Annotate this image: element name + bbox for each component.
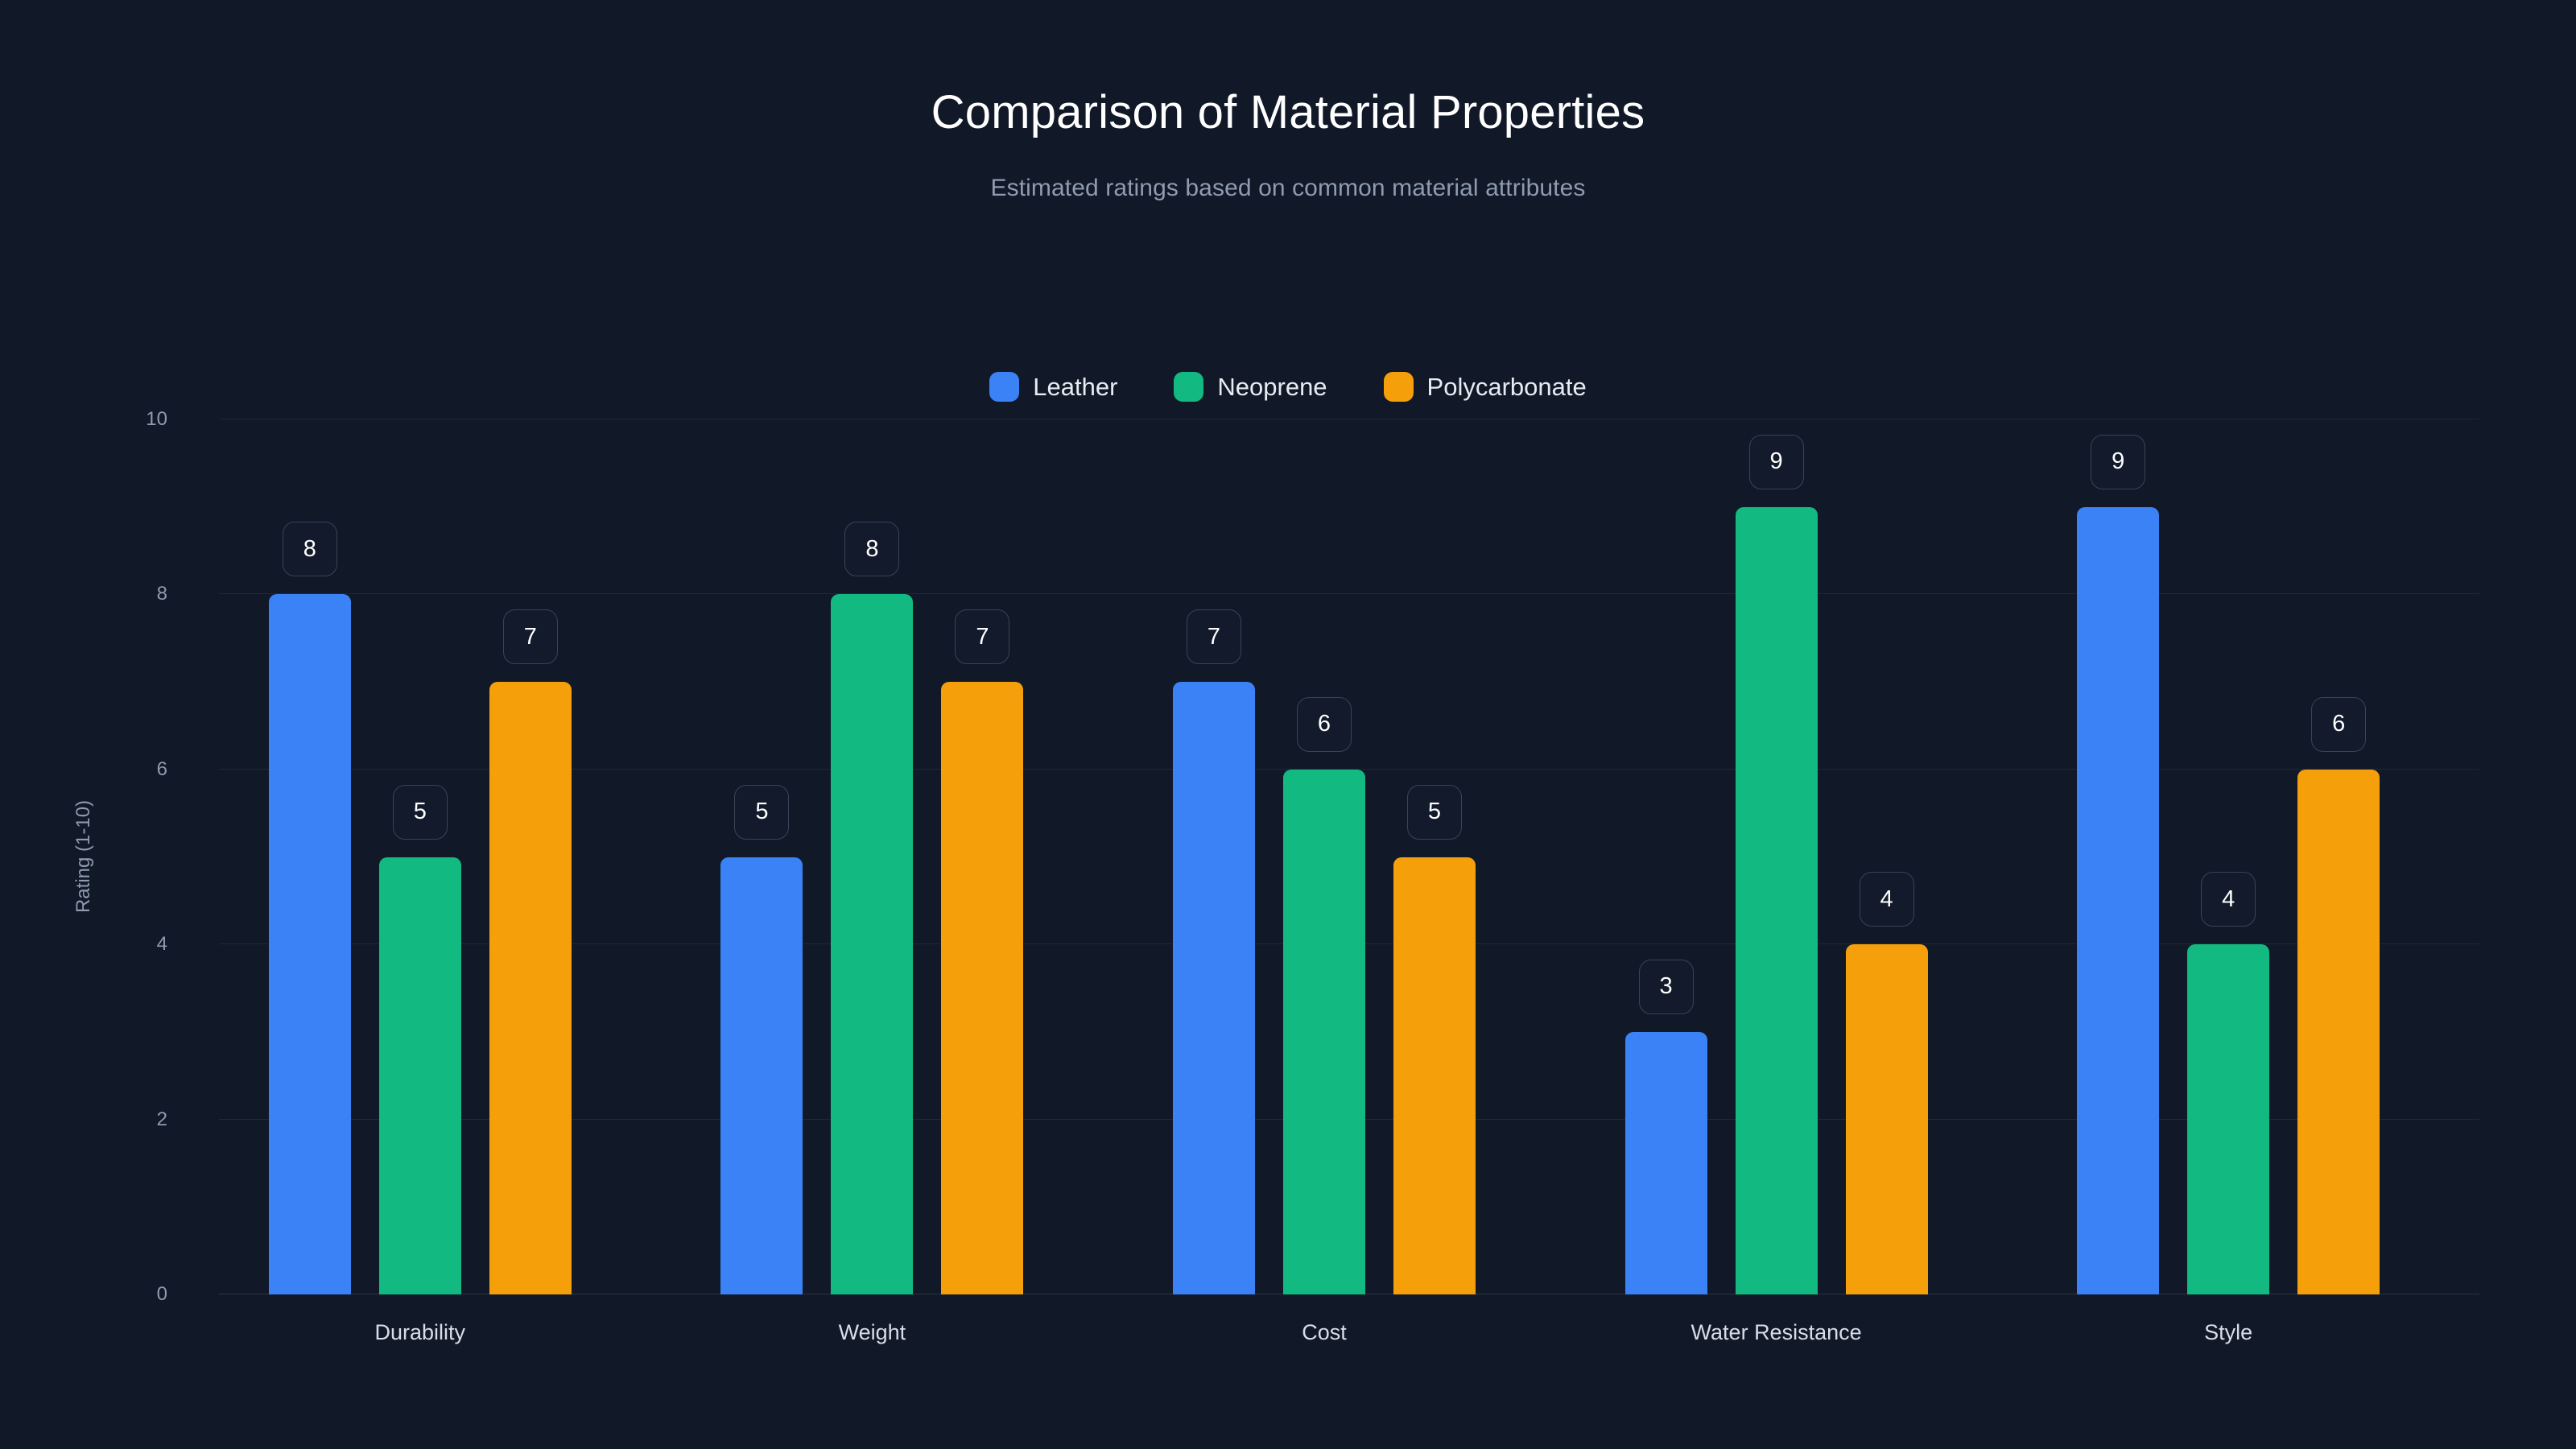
value-badge-leather-style: 9 [2091,434,2146,489]
x-label-style: Style [2204,1320,2253,1344]
chart-legend: Leather Neoprene Polycarbonate [0,372,2576,402]
bar-neoprene-water-resistance[interactable] [1735,506,1818,1294]
bar-leather-water-resistance[interactable] [1624,1031,1707,1294]
legend-swatch-leather-icon [989,372,1020,402]
chart-header: Comparison of Material Properties Estima… [0,0,2576,202]
x-axis-labels: Durability Weight Cost Water Resistance Styl… [219,1320,2479,1368]
x-label-cost: Cost [1302,1320,1347,1344]
value-badge-polycarbonate-durability: 7 [502,609,558,665]
bar-leather-cost[interactable] [1173,682,1255,1294]
value-badge-leather-durability: 8 [282,522,337,577]
y-tick-label-6: 6 [156,758,167,780]
value-badge-neoprene-weight: 8 [844,522,900,577]
bar-leather-weight[interactable] [720,857,803,1294]
y-tick-label-8: 8 [156,583,167,605]
bar-polycarbonate-cost[interactable] [1393,857,1476,1294]
legend-label-leather: Leather [1033,372,1118,401]
chart-subtitle: Estimated ratings based on common materi… [990,174,1586,201]
value-badge-leather-cost: 7 [1187,609,1241,665]
value-badge-polycarbonate-style: 6 [2311,696,2367,752]
bar-neoprene-durability[interactable] [378,857,461,1294]
value-badge-neoprene-style: 4 [2201,872,2256,927]
bar-neoprene-cost[interactable] [1283,769,1365,1294]
gridline-6 [219,768,2479,770]
x-label-weight: Weight [838,1320,906,1344]
legend-label-neoprene: Neoprene [1217,372,1327,401]
y-axis-ticks: 0 2 4 6 8 10 [0,408,193,1305]
legend-swatch-polycarbonate-icon [1383,372,1414,402]
value-badge-polycarbonate-cost: 5 [1407,784,1462,840]
value-badge-leather-water-resistance: 3 [1638,959,1694,1014]
bar-polycarbonate-durability[interactable] [489,682,572,1294]
chart-title: Comparison of Material Properties [931,86,1645,138]
legend-label-polycarbonate: Polycarbonate [1426,372,1587,401]
value-badge-polycarbonate-water-resistance: 4 [1859,872,1914,927]
y-tick-label-10: 10 [146,408,167,430]
legend-swatch-neoprene-icon [1174,372,1204,402]
y-tick-label-4: 4 [156,933,167,956]
y-axis-title: Rating (1-10) [72,799,94,914]
value-badge-leather-weight: 5 [734,784,790,840]
value-badge-polycarbonate-weight: 7 [955,609,1010,665]
bar-leather-style[interactable] [2077,506,2160,1294]
x-label-durability: Durability [374,1320,466,1344]
bar-polycarbonate-style[interactable] [2297,769,2380,1294]
bar-neoprene-style[interactable] [2187,944,2270,1294]
bar-polycarbonate-weight[interactable] [941,682,1024,1294]
bar-leather-durability[interactable] [268,594,351,1294]
y-tick-label-2: 2 [156,1108,167,1130]
legend-item-leather[interactable]: Leather [989,372,1117,402]
legend-item-polycarbonate[interactable]: Polycarbonate [1383,372,1587,402]
value-badge-neoprene-durability: 5 [392,784,448,840]
gridline-8 [219,593,2479,595]
legend-item-neoprene[interactable]: Neoprene [1174,372,1327,402]
bar-neoprene-weight[interactable] [831,594,914,1294]
value-badge-neoprene-water-resistance: 9 [1748,434,1804,489]
x-label-water-resistance: Water Resistance [1690,1320,1862,1344]
value-badge-neoprene-cost: 6 [1297,696,1352,752]
bar-polycarbonate-water-resistance[interactable] [1845,944,1928,1294]
y-tick-label-0: 0 [156,1283,167,1305]
